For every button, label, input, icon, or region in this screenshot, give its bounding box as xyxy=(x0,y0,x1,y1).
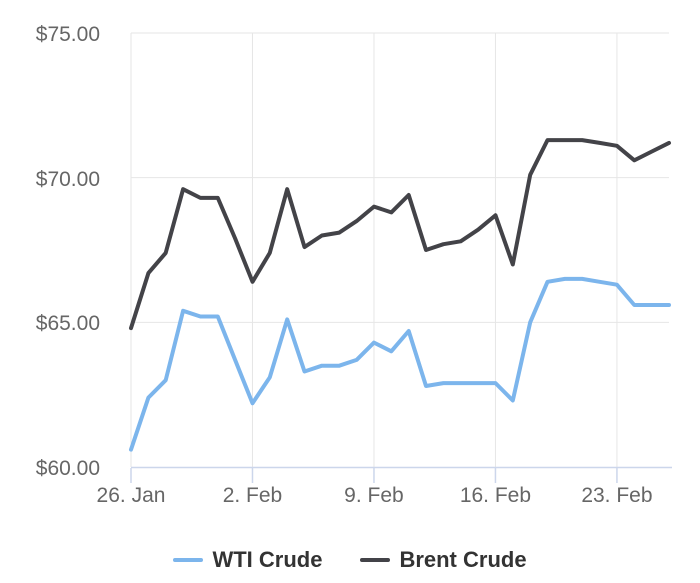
brent-crude-series-line[interactable] xyxy=(129,138,671,331)
y-axis-label: $70.00 xyxy=(35,167,100,191)
legend-item-brent-crude[interactable]: Brent Crude xyxy=(360,547,527,573)
x-axis-label: 26. Jan xyxy=(96,484,166,507)
x-axis-label: 16. Feb xyxy=(459,484,532,507)
y-axis-label: $60.00 xyxy=(35,457,100,480)
wti-line-marker-icon xyxy=(173,558,204,562)
x-axis-label: 9. Feb xyxy=(344,484,404,507)
y-axis-label: $75.00 xyxy=(35,23,100,46)
legend-item-wti-crude[interactable]: WTI Crude xyxy=(173,547,322,573)
y-axis-label: $65.00 xyxy=(35,312,100,336)
legend-label: WTI Crude xyxy=(212,547,323,572)
legend: WTI Crude Brent Crude xyxy=(0,547,700,573)
x-axis-label: 23. Feb xyxy=(581,484,653,507)
wti-crude-series-line[interactable] xyxy=(129,276,671,452)
brent-line-marker-icon xyxy=(360,558,391,562)
x-axis-label: 2. Feb xyxy=(222,484,283,507)
legend-label: Brent Crude xyxy=(399,547,527,572)
